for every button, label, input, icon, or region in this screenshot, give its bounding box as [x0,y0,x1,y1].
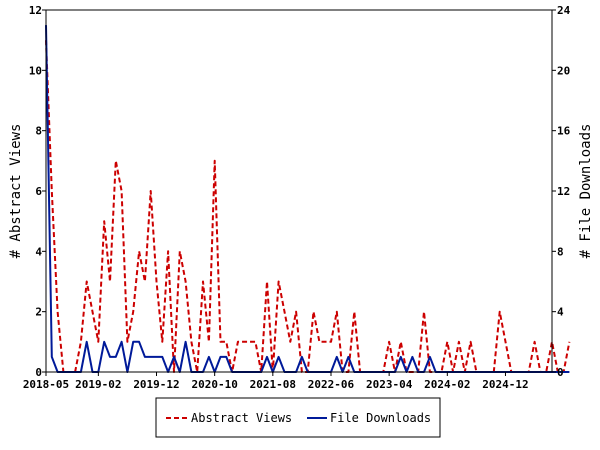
x-tick-label: 2021-08 [250,378,296,391]
y2-tick-label: 16 [557,125,571,138]
y-tick-label: 6 [35,185,42,198]
y-tick-label: 8 [35,125,42,138]
x-tick-label: 2024-02 [424,378,470,391]
y-axis-label: # Abstract Views [8,124,24,259]
y-tick-label: 12 [29,4,42,17]
legend-label-file-downloads: File Downloads [330,411,431,425]
y2-tick-label: 0 [557,366,564,379]
y2-axis-label: # File Downloads [578,124,594,259]
plot-background [46,10,552,372]
x-tick-label: 2024-12 [482,378,528,391]
plot-area [46,10,552,372]
y2-tick-label: 12 [557,185,570,198]
x-tick-label: 2023-04 [366,378,413,391]
y2-tick-label: 20 [557,64,570,77]
x-tick-label: 2022-06 [308,378,355,391]
legend-box [155,397,441,438]
y-tick-label: 0 [35,366,42,379]
x-tick-label: 2018-05 [23,378,69,391]
y-tick-label: 2 [35,306,42,319]
x-tick-label: 2019-02 [75,378,121,391]
y2-tick-label: 4 [557,306,564,319]
legend: Abstract Views File Downloads [155,397,441,438]
x-tick-label: 2019-12 [133,378,179,391]
x-tick-label: 2020-10 [191,378,237,391]
y2-tick-label: 24 [557,4,571,17]
y-tick-label: 10 [29,64,42,77]
y2-tick-label: 8 [557,245,564,258]
legend-label-abstract-views: Abstract Views [191,411,292,425]
y-tick-label: 4 [35,245,42,258]
